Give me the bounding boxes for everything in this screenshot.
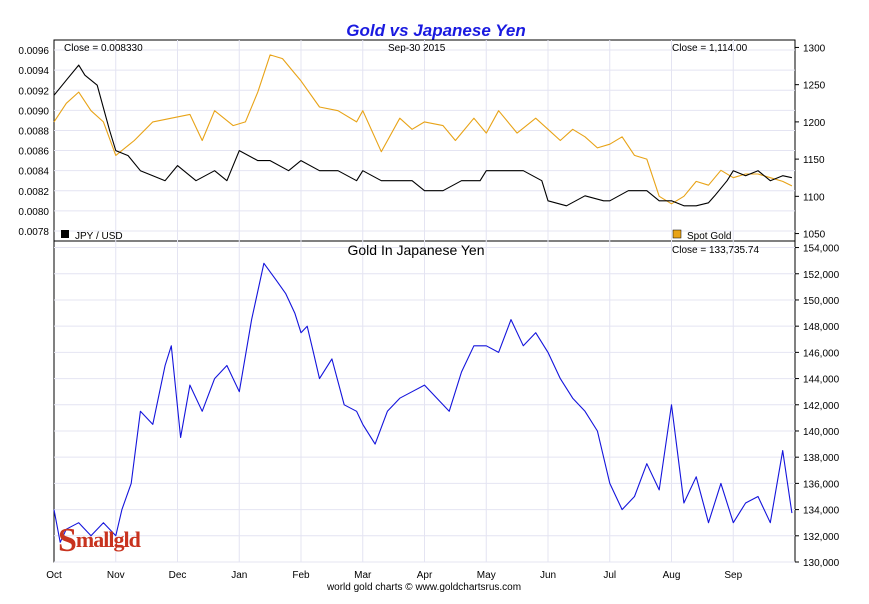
- bottom-tick-label: 154,000: [803, 244, 840, 255]
- smallgold-logo: Smallgld: [58, 522, 141, 559]
- bottom-close-right: Close = 133,735.74: [672, 245, 759, 256]
- chart-title: Gold vs Japanese Yen: [346, 21, 526, 40]
- bottom-tick-label: 140,000: [803, 427, 840, 438]
- x-tick-label: Aug: [663, 570, 681, 581]
- gold-in-yen-line: [53, 262, 793, 543]
- legend-swatch-jpy: [61, 230, 69, 238]
- x-tick-label: Jan: [231, 570, 247, 581]
- top-left-axis: 0.0096 0.0094 0.0092 0.0090 0.0088 0.0086 0.00…: [18, 46, 49, 238]
- bottom-tick-label: 134,000: [803, 506, 840, 517]
- x-tick-label: Mar: [354, 570, 372, 581]
- bottom-right-axis: 154,000 152,000 150,000 148,000 146,000 144,0…: [795, 244, 840, 569]
- right-tick-label: 1050: [803, 230, 826, 241]
- bottom-tick-label: 146,000: [803, 348, 840, 359]
- x-tick-label: Dec: [169, 570, 187, 581]
- legend-label-jpy: JPY / USD: [75, 231, 123, 242]
- right-tick-label: 1300: [803, 43, 826, 54]
- top-close-right: Close = 1,114.00: [672, 43, 748, 54]
- x-axis: Oct Nov Dec Jan Feb Mar Apr May Jun Jul Aug Sep: [46, 570, 742, 581]
- x-tick-label: Feb: [292, 570, 310, 581]
- top-date: Sep-30 2015: [388, 43, 446, 54]
- bottom-tick-label: 150,000: [803, 296, 840, 307]
- right-tick-label: 1250: [803, 81, 826, 92]
- left-tick-label: 0.0084: [18, 167, 49, 178]
- bottom-tick-label: 142,000: [803, 401, 840, 412]
- left-tick-label: 0.0096: [18, 46, 49, 57]
- x-tick-label: Apr: [417, 570, 433, 581]
- right-tick-label: 1150: [803, 155, 825, 166]
- top-right-axis: 1300 1250 1200 1150 1100 1050: [795, 43, 826, 241]
- legend-label-gold: Spot Gold: [687, 231, 731, 242]
- bottom-subtitle: Gold In Japanese Yen: [347, 242, 484, 258]
- top-gridlines: [54, 40, 795, 241]
- legend-swatch-gold: [672, 229, 682, 239]
- bottom-tick-label: 136,000: [803, 479, 840, 490]
- bottom-tick-label: 144,000: [803, 375, 840, 386]
- bottom-tick-label: 148,000: [803, 322, 840, 333]
- left-tick-label: 0.0088: [18, 126, 49, 137]
- right-tick-label: 1200: [803, 118, 826, 129]
- right-tick-label: 1100: [803, 192, 825, 203]
- jpy-usd-line: [53, 64, 793, 207]
- bottom-tick-label: 132,000: [803, 532, 840, 543]
- left-tick-label: 0.0092: [18, 86, 49, 97]
- bottom-tick-label: 130,000: [803, 558, 840, 569]
- footer-credit: world gold charts © www.goldchartsrus.co…: [326, 582, 521, 593]
- x-tick-label: Oct: [46, 570, 62, 581]
- left-tick-label: 0.0090: [18, 106, 49, 117]
- x-tick-label: Jun: [540, 570, 556, 581]
- x-tick-label: Sep: [724, 570, 742, 581]
- left-tick-label: 0.0086: [18, 147, 49, 158]
- series-layer: [53, 54, 793, 543]
- left-tick-label: 0.0094: [18, 66, 49, 77]
- left-tick-label: 0.0082: [18, 187, 49, 198]
- spot-gold-line: [53, 54, 793, 205]
- x-tick-label: Jul: [603, 570, 616, 581]
- left-tick-label: 0.0080: [18, 207, 49, 218]
- x-tick-label: May: [477, 570, 496, 581]
- bottom-tick-label: 138,000: [803, 453, 840, 464]
- x-tick-label: Nov: [107, 570, 125, 581]
- left-tick-label: 0.0078: [18, 227, 49, 238]
- bottom-tick-label: 152,000: [803, 270, 840, 281]
- top-close-left: Close = 0.008330: [64, 43, 143, 54]
